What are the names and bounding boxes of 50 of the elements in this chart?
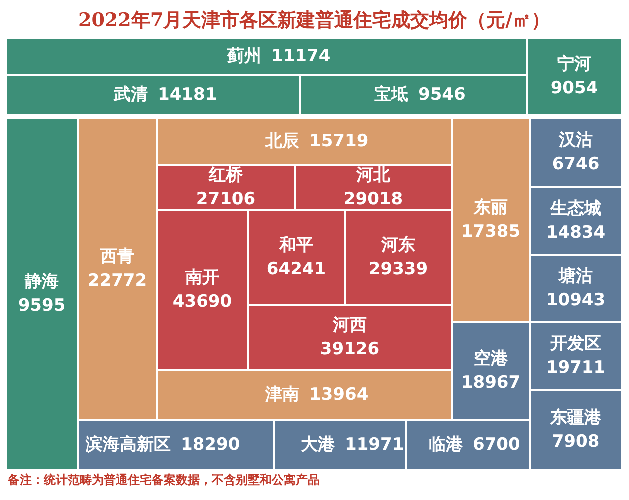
data-label: 29018 <box>344 190 404 210</box>
category-label: 塘沽 <box>558 266 593 286</box>
category-label: 河北 <box>356 166 392 186</box>
data-label: 14834 <box>546 223 606 243</box>
data-label: 22772 <box>88 271 148 291</box>
data-label: 6700 <box>473 435 520 455</box>
data-label: 39126 <box>320 340 380 360</box>
category-label: 河东 <box>380 236 416 256</box>
category-label: 临港 <box>429 435 464 455</box>
category-label: 武清 <box>113 85 148 105</box>
category-label: 宁河 <box>558 54 592 74</box>
data-label: 29339 <box>368 260 428 280</box>
category-label: 津南 <box>264 385 300 405</box>
category-label: 红桥 <box>208 166 244 186</box>
data-label: 14181 <box>158 85 218 105</box>
data-label: 6746 <box>552 154 600 174</box>
data-label: 13964 <box>310 385 369 405</box>
data-label: 64241 <box>266 260 326 280</box>
data-label: 17385 <box>461 222 521 242</box>
data-label: 18967 <box>461 373 521 393</box>
category-label: 滨海高新区 <box>85 435 171 455</box>
data-label: 43690 <box>172 292 232 312</box>
data-label: 27106 <box>196 190 256 210</box>
category-label: 和平 <box>278 236 314 256</box>
data-label: 10943 <box>546 290 606 310</box>
data-label: 9595 <box>18 296 66 316</box>
category-label: 汉沽 <box>558 130 593 150</box>
text: 2022年7月天津市各区新建普通住宅成交均价（元/㎡） <box>78 10 551 32</box>
category-label: 南开 <box>184 268 220 288</box>
category-label: 东丽 <box>473 198 508 218</box>
data-label: 11174 <box>272 46 331 66</box>
category-label: 空港 <box>474 349 509 369</box>
text: 备注：统计范畴为普通住宅备案数据，不含别墅和公寓产品 <box>7 473 320 487</box>
category-label: 蓟州 <box>226 46 262 66</box>
data-label: 18290 <box>181 435 240 455</box>
category-label: 西青 <box>100 247 134 267</box>
category-label: 北辰 <box>264 132 300 152</box>
category-label: 河西 <box>332 316 367 336</box>
category-label: 开发区 <box>550 334 602 354</box>
data-label: 9054 <box>550 78 598 98</box>
data-label: 11971 <box>345 435 404 455</box>
category-label: 生态城 <box>550 199 602 219</box>
category-label: 宝坻 <box>374 85 408 105</box>
data-label: 15719 <box>310 132 369 152</box>
data-label: 7908 <box>552 432 600 452</box>
category-label: 静海 <box>24 272 59 292</box>
data-label: 9546 <box>418 85 466 105</box>
category-label: 大港 <box>301 435 336 455</box>
data-label: 19711 <box>546 358 606 378</box>
category-label: 东疆港 <box>550 408 602 428</box>
